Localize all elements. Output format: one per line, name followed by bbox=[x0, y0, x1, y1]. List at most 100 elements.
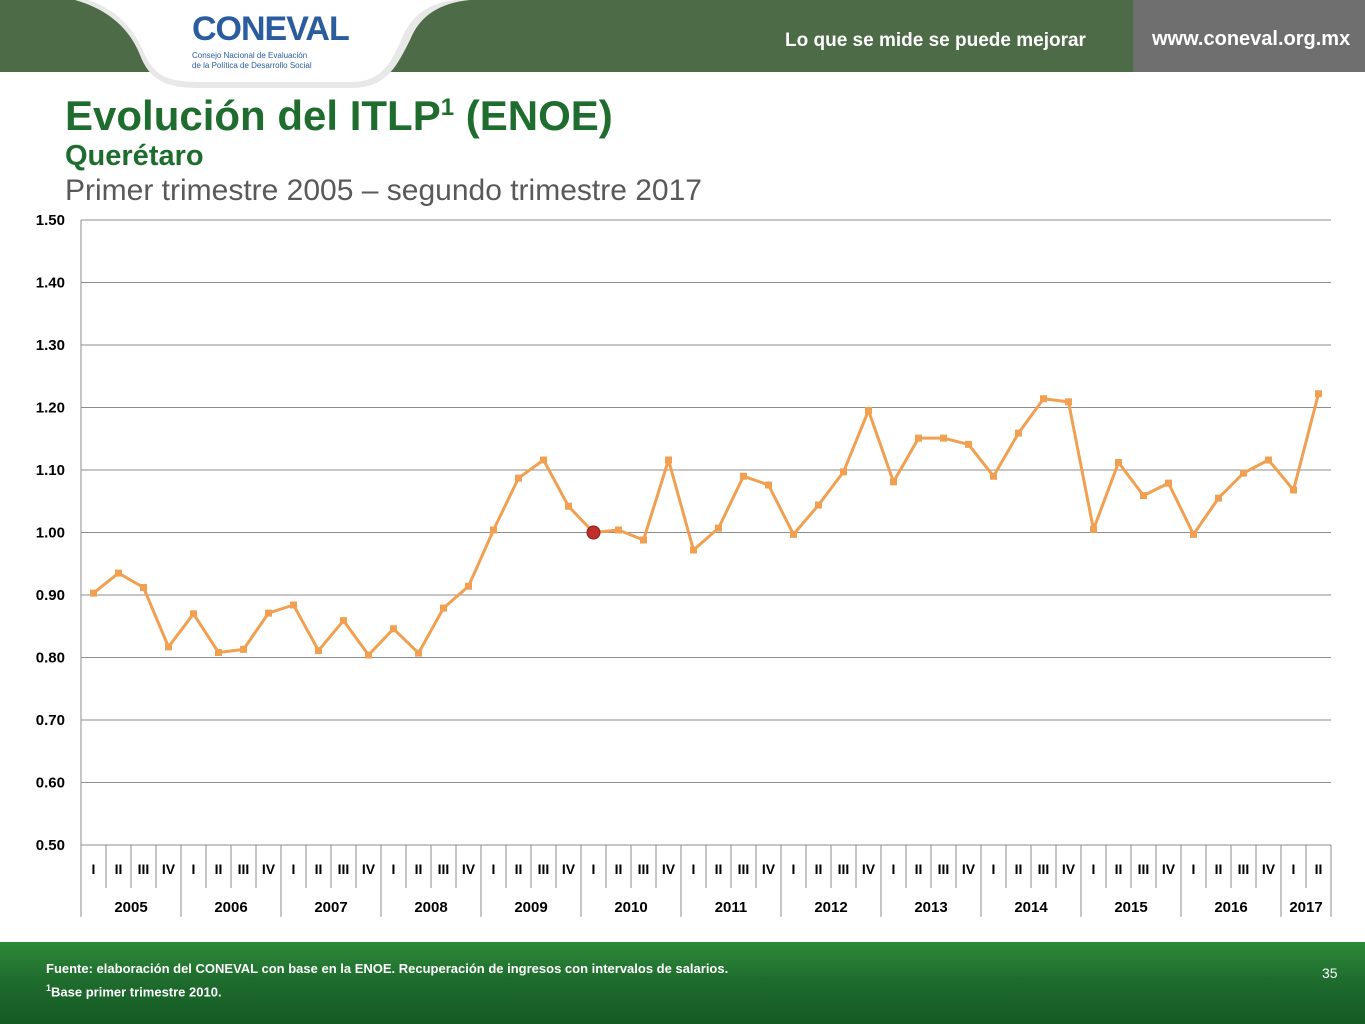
itlp-line-chart: 0.50 0.60 0.70 0.80 0.90 1.00 1.10 1.20 1.30 1.40… bbox=[36, 212, 1332, 917]
logo-subtitle-1: Consejo Nacional de Evaluación bbox=[192, 51, 307, 60]
quarter-label: IV bbox=[1062, 861, 1076, 877]
data-point bbox=[1265, 456, 1272, 464]
quarter-label: IV bbox=[262, 861, 276, 877]
quarter-label: II bbox=[815, 861, 823, 877]
year-label: 2010 bbox=[614, 899, 647, 916]
data-point bbox=[90, 589, 97, 597]
data-point bbox=[315, 647, 322, 655]
quarter-label: I bbox=[892, 861, 896, 877]
year-label: 2017 bbox=[1289, 899, 1322, 916]
data-point bbox=[965, 440, 972, 448]
y-tick-label: 0.80 bbox=[36, 650, 65, 667]
quarter-label: I bbox=[292, 861, 296, 877]
data-point bbox=[665, 456, 672, 464]
data-point bbox=[290, 601, 297, 609]
series-line bbox=[92, 393, 1320, 657]
data-point bbox=[490, 526, 497, 534]
coneval-logo[interactable]: CONEVAL Consejo Nacional de Evaluación d… bbox=[192, 10, 350, 70]
data-point bbox=[990, 472, 997, 480]
page-number: 35 bbox=[1322, 965, 1338, 981]
logo-subtitle-2: de la Política de Desarrollo Social bbox=[192, 61, 312, 70]
data-point bbox=[940, 434, 947, 442]
data-point bbox=[415, 649, 422, 657]
quarter-label: II bbox=[715, 861, 723, 877]
quarter-label: III bbox=[638, 861, 650, 877]
quarter-label: IV bbox=[962, 861, 976, 877]
data-point bbox=[365, 651, 372, 659]
year-label: 2016 bbox=[1214, 899, 1247, 916]
quarter-label: III bbox=[538, 861, 550, 877]
quarter-label: IV bbox=[862, 861, 876, 877]
quarter-label: II bbox=[415, 861, 423, 877]
website-link[interactable]: www.coneval.org.mx bbox=[1152, 28, 1351, 50]
quarter-label: I bbox=[492, 861, 496, 877]
footer-base-note: 1Base primer trimestre 2010. bbox=[46, 983, 222, 999]
quarter-label: I bbox=[92, 861, 96, 877]
data-point bbox=[515, 474, 522, 482]
quarter-label: I bbox=[792, 861, 796, 877]
quarter-label: IV bbox=[662, 861, 676, 877]
tagline: Lo que se mide se puede mejorar bbox=[785, 30, 1086, 51]
year-label: 2009 bbox=[514, 899, 547, 916]
page-subtitle: Querétaro bbox=[65, 140, 204, 172]
quarter-label: II bbox=[1115, 861, 1123, 877]
base-point-marker bbox=[586, 525, 601, 540]
data-point bbox=[690, 546, 697, 554]
data-point bbox=[790, 530, 797, 538]
quarter-label: II bbox=[615, 861, 623, 877]
year-label: 2007 bbox=[314, 899, 347, 916]
y-tick-label: 1.40 bbox=[36, 275, 65, 292]
data-point bbox=[1190, 530, 1197, 538]
data-point bbox=[890, 478, 897, 486]
year-label: 2015 bbox=[1114, 899, 1147, 916]
quarter-label: I bbox=[192, 861, 196, 877]
quarter-label: III bbox=[1038, 861, 1050, 877]
quarter-label: II bbox=[315, 861, 323, 877]
data-point bbox=[390, 625, 397, 633]
y-tick-label: 0.70 bbox=[36, 712, 65, 729]
y-tick-label: 0.50 bbox=[36, 837, 65, 854]
title-main: Evolución del ITLP bbox=[65, 92, 441, 139]
quarter-label: II bbox=[915, 861, 923, 877]
quarter-label: II bbox=[115, 861, 123, 877]
quarter-label: I bbox=[992, 861, 996, 877]
footer-note-superscript: 1 bbox=[46, 983, 52, 993]
data-point bbox=[215, 649, 222, 656]
quarter-label: III bbox=[138, 861, 150, 877]
data-point bbox=[915, 434, 922, 442]
quarter-label: I bbox=[592, 861, 596, 877]
page-title: Evolución del ITLP1 (ENOE) bbox=[65, 92, 613, 140]
year-label: 2006 bbox=[214, 899, 247, 916]
year-label: 2005 bbox=[114, 899, 147, 916]
year-label: 2011 bbox=[715, 899, 748, 916]
data-point bbox=[715, 524, 722, 532]
data-point bbox=[1165, 479, 1172, 487]
data-point bbox=[465, 582, 472, 590]
data-point bbox=[740, 472, 747, 480]
y-tick-label: 0.60 bbox=[36, 775, 65, 792]
data-point bbox=[1240, 469, 1247, 477]
year-label: 2012 bbox=[814, 899, 847, 916]
data-point bbox=[1090, 525, 1097, 533]
quarter-label: IV bbox=[462, 861, 476, 877]
quarter-label: I bbox=[392, 861, 396, 877]
quarter-label: III bbox=[1138, 861, 1150, 877]
data-point bbox=[165, 643, 172, 651]
quarter-label: II bbox=[1215, 861, 1223, 877]
data-point bbox=[1315, 390, 1322, 398]
data-point bbox=[640, 536, 647, 544]
footer-source: Fuente: elaboración del CONEVAL con base… bbox=[46, 961, 729, 976]
data-point bbox=[865, 407, 872, 415]
data-point bbox=[1065, 398, 1072, 406]
data-point bbox=[1140, 492, 1147, 500]
data-point bbox=[115, 569, 122, 577]
title-suffix: (ENOE) bbox=[454, 92, 613, 139]
quarter-label: IV bbox=[762, 861, 776, 877]
quarter-label: I bbox=[1192, 861, 1196, 877]
data-point bbox=[540, 456, 547, 464]
data-point bbox=[615, 526, 622, 534]
data-point bbox=[265, 609, 272, 617]
quarter-label: III bbox=[1238, 861, 1250, 877]
data-point bbox=[1290, 486, 1297, 494]
year-label: 2013 bbox=[914, 899, 947, 916]
